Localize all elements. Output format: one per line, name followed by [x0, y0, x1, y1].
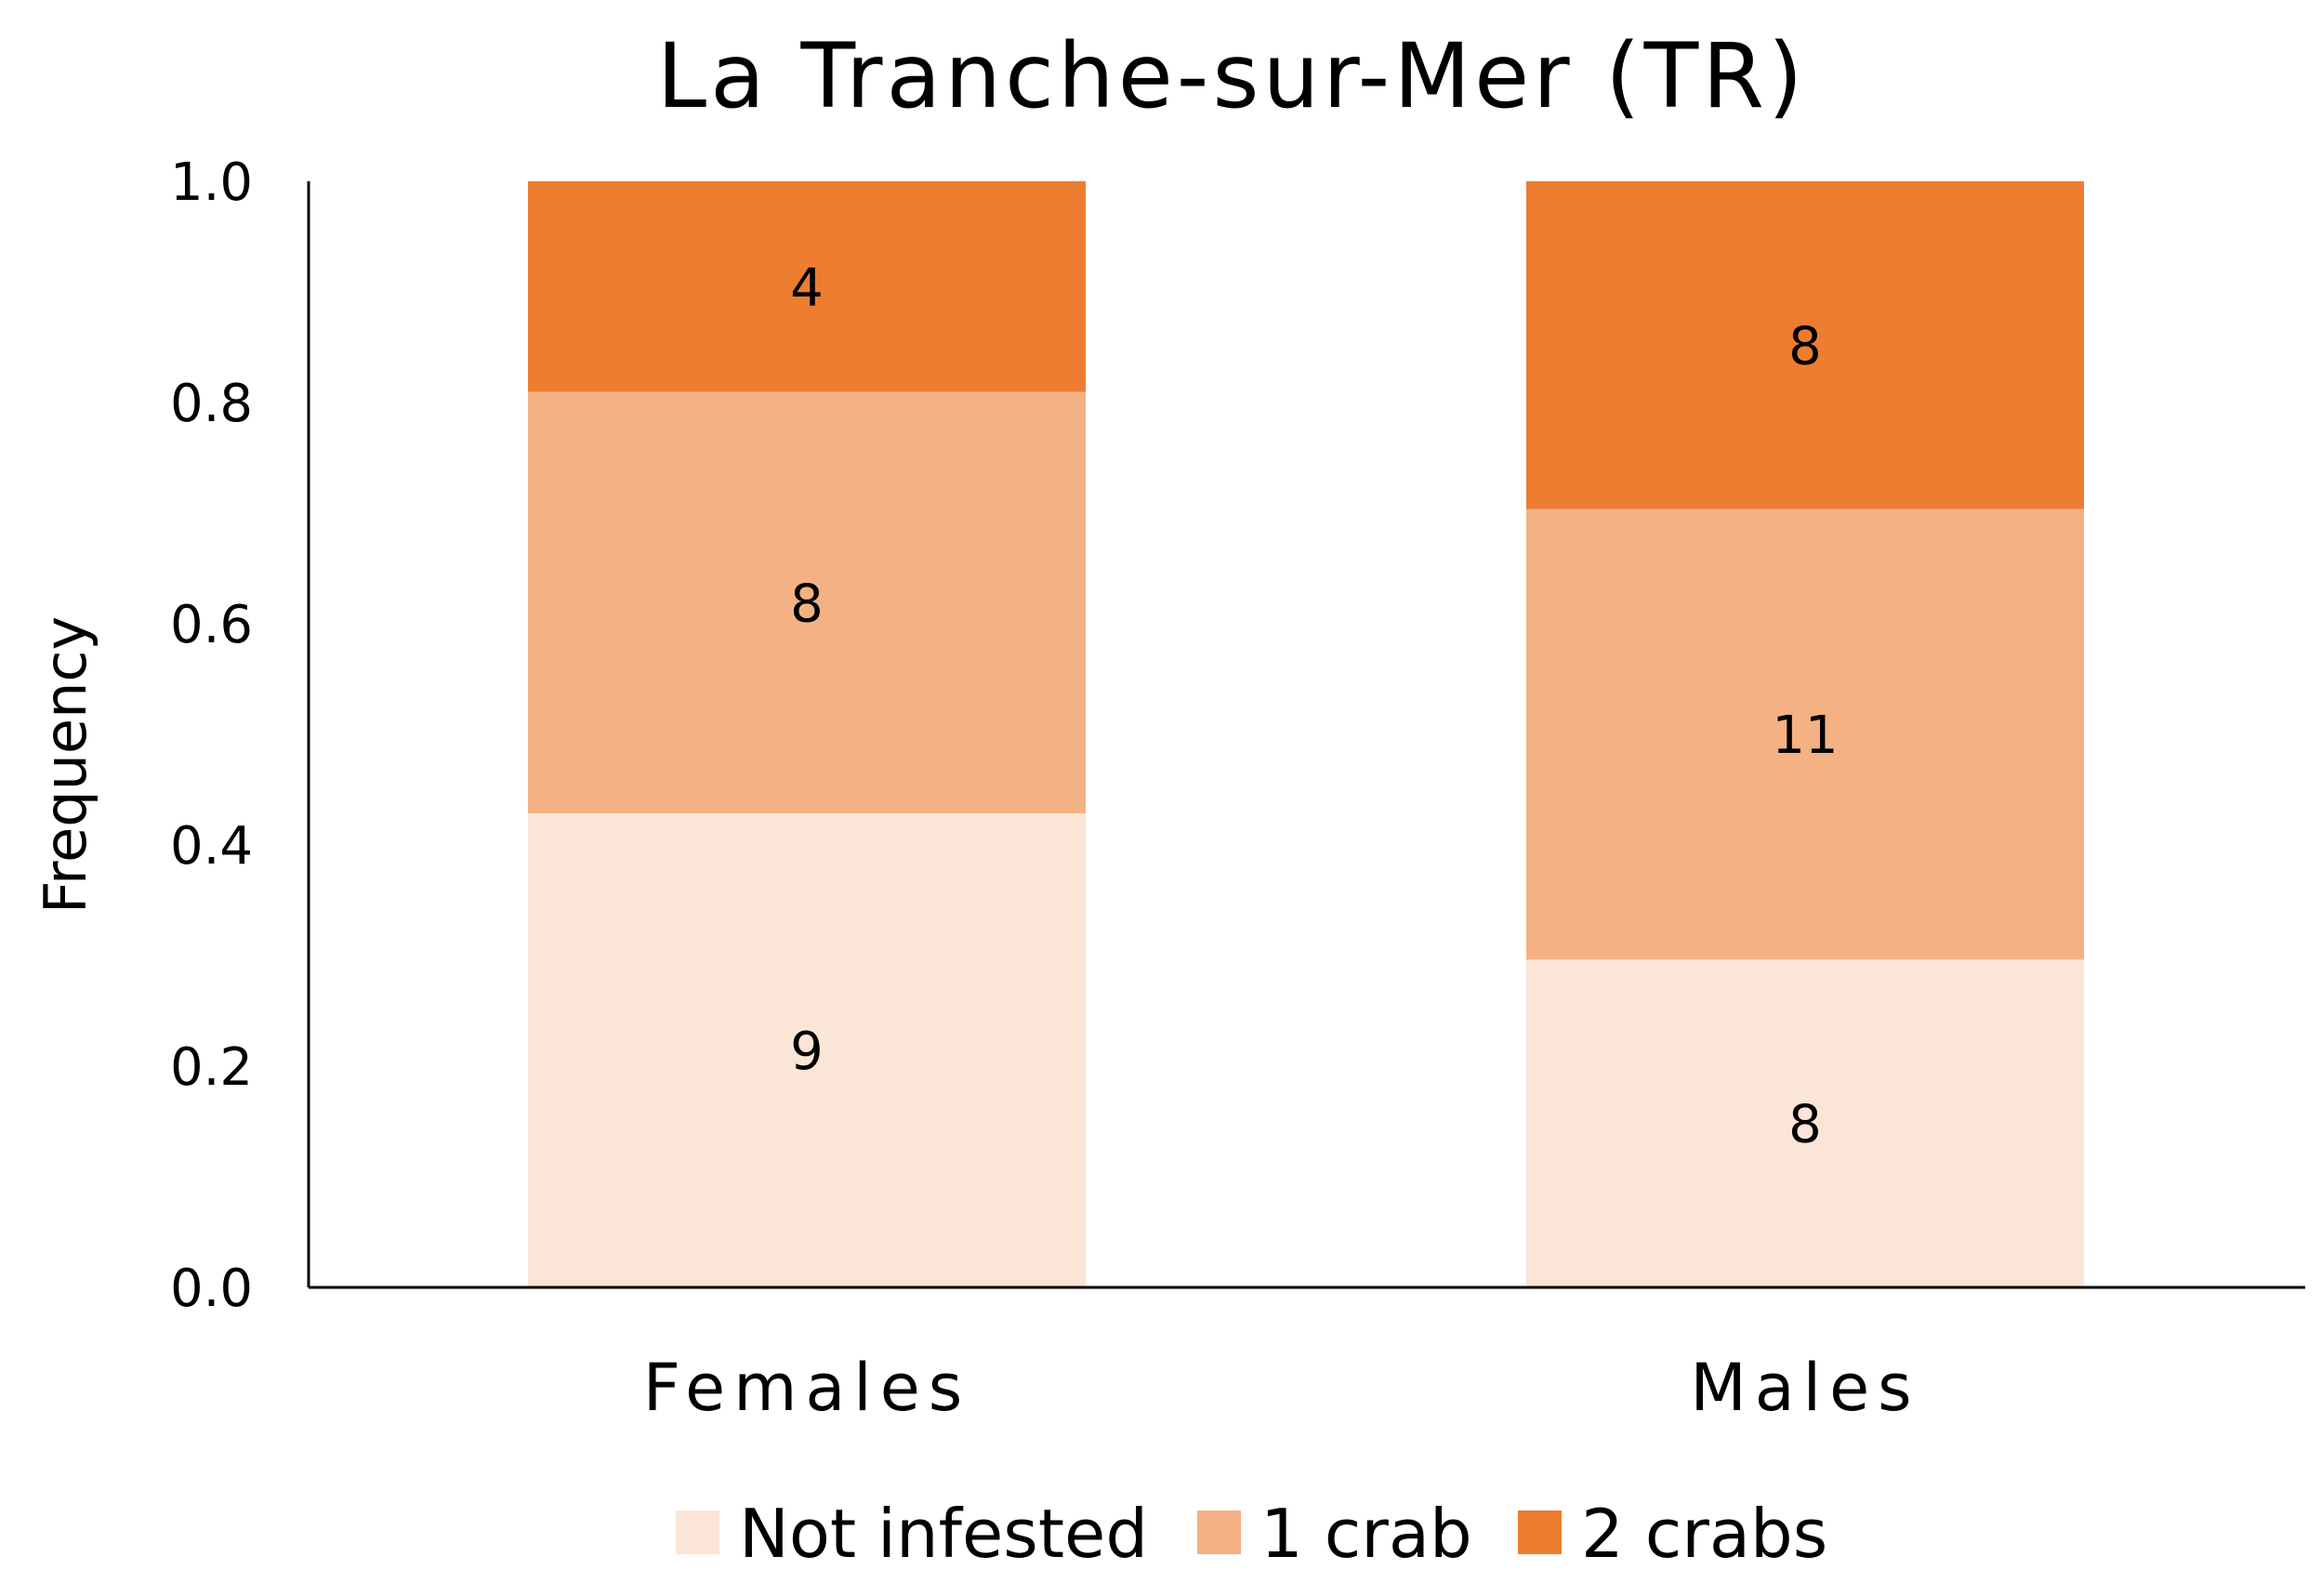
bar-data-label: 11 — [1772, 706, 1838, 766]
legend-swatch — [1197, 1510, 1241, 1554]
bar-segment — [1526, 959, 2084, 1287]
x-category-label: Females — [643, 1350, 971, 1426]
bars-group — [528, 181, 2084, 1287]
bar-data-label: 4 — [790, 257, 824, 318]
x-axis-categories: Females Males — [643, 1350, 1919, 1426]
legend-label: 1 crab — [1260, 1495, 1472, 1573]
bar-segment — [528, 391, 1086, 813]
data-labels-group: 9 8 4 8 11 8 — [790, 257, 1838, 1154]
y-axis-ticks: 0.0 0.2 0.4 0.6 0.8 1.0 — [170, 152, 253, 1319]
legend-label: 2 crabs — [1581, 1495, 1827, 1573]
y-tick-label: 0.8 — [170, 374, 253, 434]
x-category-label: Males — [1690, 1350, 1919, 1426]
bar-data-label: 9 — [790, 1022, 824, 1082]
chart-title: La Tranche-sur-Mer (TR) — [657, 24, 1807, 128]
y-tick-label: 0.0 — [170, 1259, 253, 1319]
y-axis-title: Frequency — [32, 616, 99, 914]
bar-data-label: 8 — [790, 574, 824, 634]
legend-swatch — [676, 1510, 719, 1554]
bar-segment — [528, 181, 1086, 392]
y-tick-label: 1.0 — [170, 152, 253, 213]
y-tick-label: 0.2 — [170, 1037, 253, 1098]
bar-data-label: 8 — [1788, 316, 1822, 376]
y-tick-label: 0.6 — [170, 595, 253, 655]
legend-swatch — [1518, 1510, 1562, 1554]
legend: Not infested 1 crab 2 crabs — [676, 1495, 1827, 1573]
bar-segment — [1526, 181, 2084, 509]
bar-segment — [1526, 508, 2084, 960]
bar-data-label: 8 — [1788, 1095, 1822, 1155]
y-tick-label: 0.4 — [170, 816, 253, 877]
legend-label: Not infested — [739, 1495, 1148, 1573]
bar-segment — [528, 813, 1086, 1287]
